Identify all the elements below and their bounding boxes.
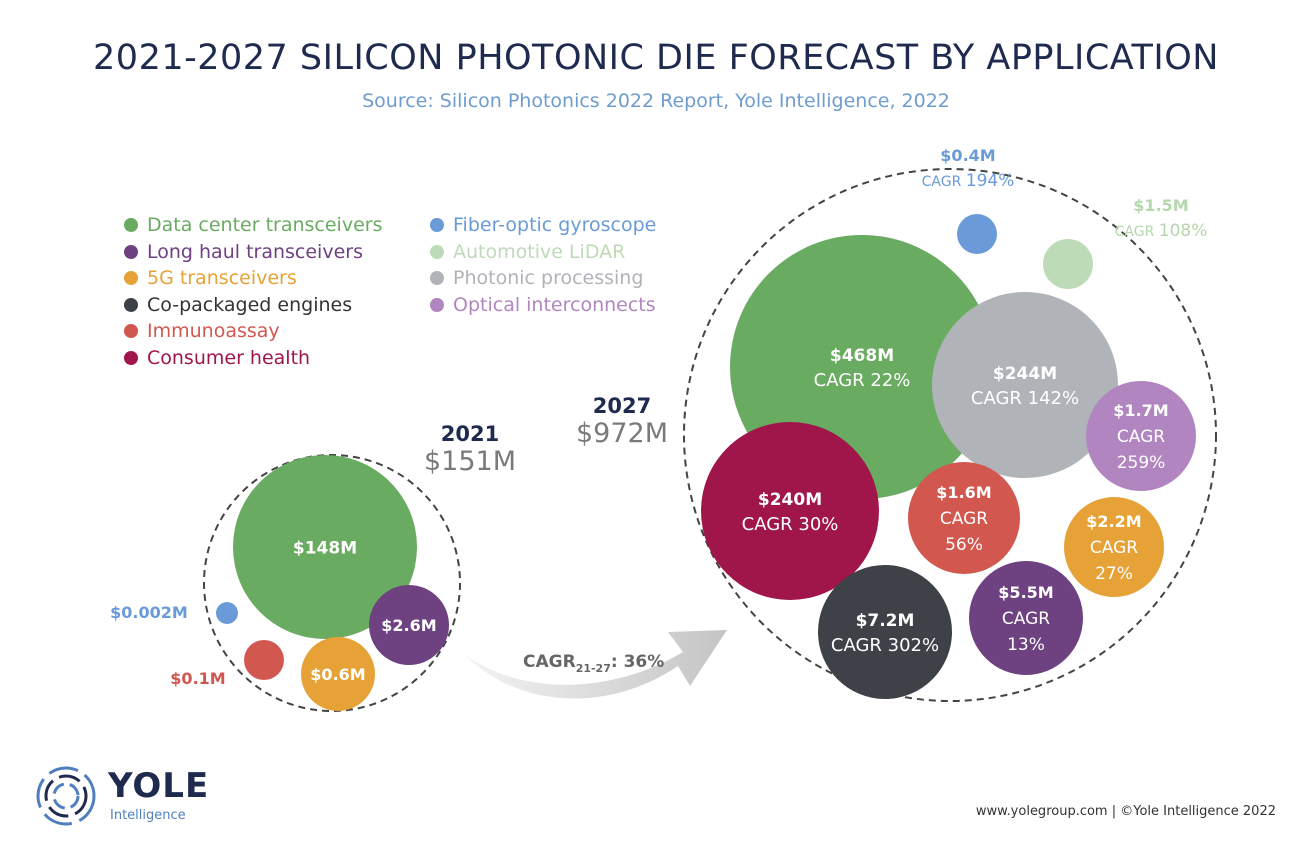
bubble-cagr-label: 56%: [945, 535, 983, 555]
year-2027-total: $972M: [575, 418, 668, 449]
cagr-prefix: CAGR: [523, 652, 576, 672]
bubble-2027-long-haul-transceivers: [969, 561, 1083, 675]
bubble-2021-long-haul-transceivers: [369, 585, 449, 665]
yole-logo-subtitle: Intelligence: [110, 808, 186, 823]
cagr-arrow: [465, 630, 727, 699]
cagr-suffix: : 36%: [611, 652, 664, 672]
legend-item: Consumer health: [124, 345, 382, 372]
year-2027-header: 2027 $972M: [557, 394, 687, 449]
yole-logo-icon: [36, 766, 96, 826]
bubble-2027-consumer-health: [701, 422, 879, 600]
legend-item: 5G transceivers: [124, 265, 382, 292]
legend-label: Photonic processing: [453, 267, 644, 290]
bubble-cagr-label: CAGR: [940, 509, 988, 529]
bubble-value-label: $148M: [293, 538, 357, 558]
bubble-value-label: $244M: [993, 364, 1057, 384]
bubble-2021-data-center-transceivers: [233, 455, 417, 639]
legend-swatch: [124, 297, 138, 312]
cagr-arrow-label: CAGR21-27: 36%: [523, 652, 664, 675]
legend-column-1: Data center transceivers Long haul transc…: [124, 212, 382, 371]
legend-label: Co-packaged engines: [147, 293, 353, 316]
bubble-2027-automotive-lidar: [1043, 239, 1093, 289]
bubble-cagr-label: CAGR 142%: [971, 388, 1079, 409]
bubble-cagr-label: 259%: [1117, 453, 1166, 473]
bubble-value-label: $7.2M: [856, 611, 915, 631]
bubble-value-label: $468M: [830, 346, 894, 366]
bubble-2027-5g-transceivers: [1064, 497, 1164, 597]
legend-label: Data center transceivers: [147, 214, 383, 237]
legend-label: Long haul transceivers: [147, 240, 363, 263]
legend-item: Co-packaged engines: [124, 292, 382, 319]
bubble-cagr-label: CAGR 108%: [1115, 221, 1208, 241]
legend-swatch: [124, 271, 138, 286]
legend-label: Consumer health: [147, 346, 311, 369]
bubble-cagr-label: 27%: [1095, 564, 1133, 584]
legend-swatch: [124, 244, 138, 259]
legend-column-2: Fiber-optic gyroscope Automotive LiDAR Pho…: [430, 212, 656, 318]
year-2021-label: 2021: [440, 422, 500, 446]
legend-swatch: [430, 244, 444, 259]
bubble-value-label: $1.5M: [1133, 196, 1188, 215]
legend-swatch: [124, 350, 138, 365]
legend-label: Optical interconnects: [453, 293, 656, 316]
bubble-value-label: $1.7M: [1113, 401, 1168, 420]
bubble-value-label: $0.4M: [940, 146, 995, 165]
bubble-value-label: $0.1M: [170, 669, 225, 688]
bubble-cagr-label: CAGR: [1090, 538, 1138, 558]
legend-swatch: [430, 297, 444, 312]
year-2027-label: 2027: [592, 394, 652, 418]
legend-label: Fiber-optic gyroscope: [453, 214, 657, 237]
legend-label: 5G transceivers: [147, 267, 297, 290]
bubble-2027-immunoassay: [908, 462, 1020, 574]
bubble-2027-photonic-processing: [932, 292, 1118, 478]
legend-swatch: [124, 218, 138, 233]
bubble-2021-fiber-optic-gyroscope: [216, 602, 238, 624]
bubble-value-label: $0.002M: [110, 603, 188, 622]
bubble-value-label: $5.5M: [998, 583, 1053, 602]
bubble-2027-co-packaged-engines: [818, 565, 952, 699]
bubble-cagr-label: CAGR 194%: [922, 171, 1015, 191]
bubble-cagr-label: CAGR: [1002, 609, 1050, 629]
legend-swatch: [430, 271, 444, 286]
bubble-cagr-label: CAGR 302%: [831, 635, 939, 656]
year-2021-total: $151M: [423, 446, 516, 477]
bubble-2027-optical-interconnects: [1086, 381, 1196, 491]
year-2027-boundary: [683, 168, 1217, 702]
legend-item: Automotive LiDAR: [430, 239, 656, 266]
bubble-value-label: $2.6M: [381, 616, 436, 635]
bubble-cagr-label: 13%: [1007, 635, 1045, 655]
bubble-cagr-label: CAGR 22%: [814, 370, 911, 391]
bubble-value-label: $0.6M: [310, 665, 365, 684]
year-2021-boundary: [203, 454, 461, 712]
bubble-2027-fiber-optic-gyroscope: [957, 214, 997, 254]
year-2021-header: 2021 $151M: [405, 422, 535, 477]
cagr-subscript: 21-27: [576, 662, 611, 675]
legend-item: Fiber-optic gyroscope: [430, 212, 656, 239]
chart-title: 2021-2027 SILICON PHOTONIC DIE FORECAST …: [93, 38, 1219, 78]
bubble-value-label: $1.6M: [936, 483, 991, 502]
legend-label: Automotive LiDAR: [453, 240, 626, 263]
bubble-value-label: $240M: [758, 490, 822, 510]
legend-label: Immunoassay: [147, 320, 280, 343]
legend-item: Immunoassay: [124, 318, 382, 345]
chart-subtitle: Source: Silicon Photonics 2022 Report, Y…: [362, 90, 950, 112]
legend-swatch: [430, 218, 444, 233]
legend-item: Long haul transceivers: [124, 239, 382, 266]
bubble-value-label: $2.2M: [1086, 512, 1141, 531]
legend-item: Optical interconnects: [430, 292, 656, 319]
yole-logo: YOLE Intelligence: [34, 764, 224, 830]
legend-item: Photonic processing: [430, 265, 656, 292]
bubble-2021-5g-transceivers: [301, 637, 375, 711]
legend-item: Data center transceivers: [124, 212, 382, 239]
legend-swatch: [124, 324, 138, 339]
bubble-2021-immunoassay: [244, 640, 284, 680]
footer-url: www.yolegroup.com | ©Yole Intelligence 2…: [975, 804, 1276, 819]
bubble-cagr-label: CAGR 30%: [742, 514, 839, 535]
bubble-cagr-label: CAGR: [1117, 427, 1165, 447]
yole-logo-word: YOLE: [108, 766, 210, 806]
